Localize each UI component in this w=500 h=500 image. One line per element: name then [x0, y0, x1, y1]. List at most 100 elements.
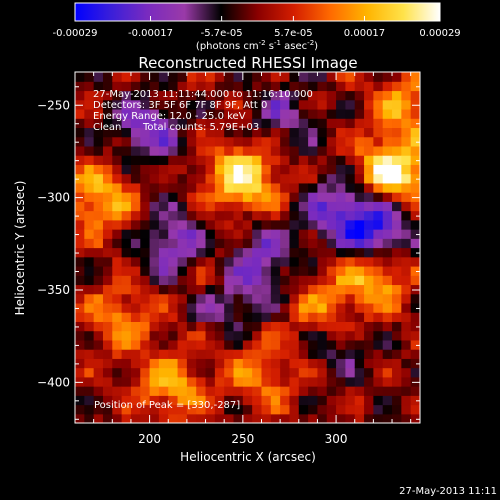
heatmap-cell	[401, 192, 412, 202]
heatmap-cell	[280, 367, 291, 378]
heatmap-cell	[149, 302, 160, 313]
heatmap-cell	[345, 118, 356, 129]
heatmap-cell	[298, 395, 309, 406]
heatmap-cell	[93, 229, 104, 239]
heatmap-cell	[177, 72, 188, 82]
heatmap-cell	[112, 293, 123, 304]
heatmap-cell	[205, 404, 216, 415]
heatmap-cell	[261, 367, 272, 378]
heatmap-cell	[308, 145, 319, 156]
heatmap-cell	[345, 386, 356, 396]
heatmap-cell	[102, 339, 113, 350]
heatmap-cell	[392, 321, 402, 332]
heatmap-cell	[336, 155, 347, 165]
heatmap-cell	[93, 413, 104, 423]
heatmap-cell	[233, 210, 244, 221]
heatmap-cell	[410, 238, 420, 249]
heatmap-cell	[224, 229, 235, 239]
heatmap-cell	[364, 265, 374, 276]
heatmap-cell	[364, 201, 374, 212]
heatmap-cell	[261, 127, 272, 138]
heatmap-cell	[280, 395, 291, 406]
heatmap-cell	[196, 330, 207, 341]
heatmap-cell	[149, 229, 160, 239]
heatmap-cell	[224, 339, 235, 350]
heatmap-cell	[261, 118, 272, 129]
footer-timestamp: 27-May-2013 11:11	[399, 486, 497, 497]
heatmap-cell	[280, 247, 291, 258]
heatmap-cell	[392, 349, 402, 359]
heatmap-cell	[224, 145, 235, 156]
heatmap-cell	[289, 127, 300, 138]
heatmap-cell	[75, 182, 85, 193]
heatmap-cell	[130, 275, 141, 286]
heatmap-cell	[233, 367, 244, 378]
heatmap-cell	[373, 247, 384, 258]
heatmap-cell	[196, 265, 207, 276]
heatmap-cell	[242, 386, 253, 396]
heatmap-cell	[252, 155, 263, 165]
heatmap-cell	[112, 127, 123, 138]
heatmap-cell	[401, 284, 412, 295]
heatmap-cell	[336, 99, 347, 110]
heatmap-cell	[149, 367, 160, 378]
heatmap-cell	[289, 164, 300, 175]
heatmap-cell	[130, 90, 141, 101]
heatmap-cell	[158, 367, 169, 378]
heatmap-cell	[112, 367, 123, 378]
heatmap-cell	[93, 321, 104, 332]
heatmap-cell	[382, 81, 393, 92]
heatmap-cell	[84, 330, 95, 341]
colorbar-tick-label: -0.00029	[53, 28, 98, 39]
heatmap-cell	[158, 339, 169, 350]
heatmap-cell	[261, 293, 272, 304]
heatmap-cell	[326, 275, 337, 286]
heatmap-cell	[93, 238, 104, 249]
heatmap-cell	[112, 238, 123, 249]
heatmap-cell	[336, 164, 347, 175]
heatmap-cell	[354, 145, 365, 156]
heatmap-cell	[168, 413, 179, 423]
heatmap-cell	[401, 247, 412, 258]
heatmap-cell	[75, 127, 85, 138]
heatmap-cell	[93, 173, 104, 184]
heatmap-cell	[326, 312, 337, 322]
heatmap-cell	[326, 413, 337, 423]
heatmap-cell	[102, 376, 113, 387]
heatmap-cell	[93, 127, 104, 138]
heatmap-cell	[373, 293, 384, 304]
heatmap-cell	[196, 284, 207, 295]
heatmap-cell	[252, 118, 263, 129]
heatmap-cell	[140, 136, 151, 147]
heatmap-cell	[205, 293, 216, 304]
heatmap-cell	[298, 118, 309, 129]
heatmap-cell	[308, 349, 319, 359]
heatmap-cell	[392, 339, 402, 350]
heatmap-cell	[158, 247, 169, 258]
heatmap-cell	[401, 173, 412, 184]
heatmap-cell	[196, 182, 207, 193]
heatmap-cell	[93, 164, 104, 175]
heatmap-cell	[289, 192, 300, 202]
heatmap-cell	[242, 339, 253, 350]
heatmap-cell	[214, 72, 225, 82]
heatmap-cell	[214, 265, 225, 276]
heatmap-cell	[392, 229, 402, 239]
heatmap-cell	[242, 173, 253, 184]
heatmap-cell	[345, 155, 356, 165]
heatmap-cell	[401, 90, 412, 101]
heatmap-cell	[121, 173, 132, 184]
heatmap-cell	[205, 275, 216, 286]
heatmap-cell	[336, 229, 347, 239]
heatmap-cell	[364, 229, 374, 239]
heatmap-cell	[168, 358, 179, 369]
heatmap-cell	[84, 265, 95, 276]
heatmap-cell	[261, 219, 272, 230]
heatmap-cell	[270, 339, 281, 350]
x-axis: 200 250 300	[93, 72, 412, 446]
heatmap-cell	[93, 99, 104, 110]
heatmap-cell	[102, 118, 113, 129]
heatmap-cell	[130, 201, 141, 212]
heatmap-cell	[252, 247, 263, 258]
